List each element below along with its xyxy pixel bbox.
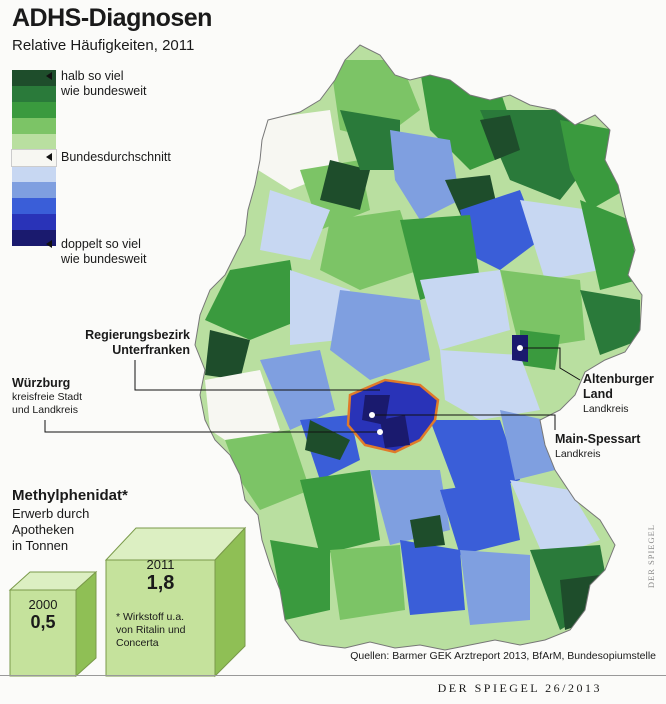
mainspessart-sublabel: Landkreis [555,448,601,460]
legend-swatch-3 [12,118,56,134]
credit-vertical: DER SPIEGEL [646,524,656,589]
legend-swatch-5 [11,149,57,167]
cube-2011-front [105,559,216,677]
legend-swatch-4 [12,134,56,150]
methylphenidat-subtitle: Erwerb durch Apotheken in Tonnen [12,506,90,553]
cube-2000-year: 2000 [28,597,58,612]
altenburger-label: Altenburger Land [583,372,654,401]
cube-2011-year: 2011 [146,557,175,572]
legend-swatch-9 [12,214,56,230]
legend-label-mid: Bundesdurchschnitt [61,150,171,164]
legend-swatch-6 [12,166,56,182]
unterfranken-label: Regierungsbezirk Unterfranken [85,328,190,357]
cube-2000-value: 0,5 [30,612,56,632]
methylphenidat-cubes [8,526,247,678]
cube-2000-front [9,589,77,677]
color-legend [11,70,57,246]
legend-swatch-8 [12,198,56,214]
germany-outline [194,44,643,651]
sources-note: Quellen: Barmer GEK Arztreport 2013, BfA… [350,650,656,662]
wuerzburg-leader [44,420,380,433]
wuerzburg-sublabel: kreisfreie Stadt und Landkreis [12,391,83,416]
altenburger-marker [517,345,523,351]
legend-arrow-mid-icon [46,153,52,161]
mainspessart-label: Main-Spessart [555,432,641,446]
legend-swatch-0 [12,70,56,86]
cube-2000-side [75,570,97,678]
methylphenidat-title: Methylphenidat* [12,487,128,504]
mainspessart-leader [372,414,556,430]
magazine-footer: DER SPIEGEL 26/2013 [437,681,602,695]
methylphenidat-footnote: * Wirkstoff u.a. von Ritalin und Concert… [116,611,186,649]
mainspessart-marker [369,412,375,418]
unterfranken-leader [134,360,380,391]
legend-swatch-1 [12,86,56,102]
wuerzburg-marker [377,429,383,435]
legend-arrow-low-icon [46,72,52,80]
legend-arrow-high-icon [46,240,52,248]
legend-swatch-7 [12,182,56,198]
map-title: ADHS-Diagnosen [12,4,212,32]
altenburger-sublabel: Landkreis [583,403,629,415]
legend-label-low: halb so viel wie bundesweit [61,69,147,98]
wuerzburg-label: Würzburg [12,376,71,390]
legend-swatch-2 [12,102,56,118]
cube-2011-value: 1,8 [146,572,175,594]
legend-label-high: doppelt so viel wie bundesweit [61,237,147,266]
map-regions [195,45,642,650]
legend-swatch-10 [12,230,56,246]
footer-divider [0,675,666,676]
altenburger-leader [520,347,581,381]
map-subtitle: Relative Häufigkeiten, 2011 [12,37,195,54]
